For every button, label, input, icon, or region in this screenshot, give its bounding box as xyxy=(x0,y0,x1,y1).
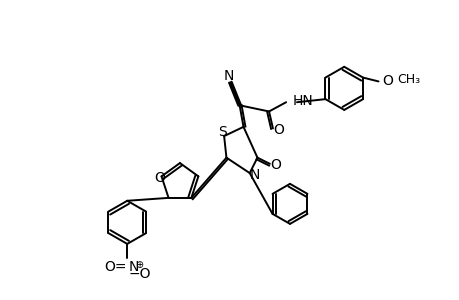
Text: O: O xyxy=(270,158,281,172)
Text: HN: HN xyxy=(291,94,313,108)
Text: N: N xyxy=(223,69,234,83)
Text: ⊕: ⊕ xyxy=(134,260,143,270)
Text: N: N xyxy=(249,168,260,182)
Text: O=: O= xyxy=(105,260,127,274)
Text: O: O xyxy=(381,74,392,88)
Text: −O: −O xyxy=(129,267,151,281)
Text: O: O xyxy=(273,123,284,137)
Text: N: N xyxy=(129,260,139,274)
Text: S: S xyxy=(218,125,226,139)
Text: O: O xyxy=(154,171,165,185)
Text: CH₃: CH₃ xyxy=(396,74,420,86)
